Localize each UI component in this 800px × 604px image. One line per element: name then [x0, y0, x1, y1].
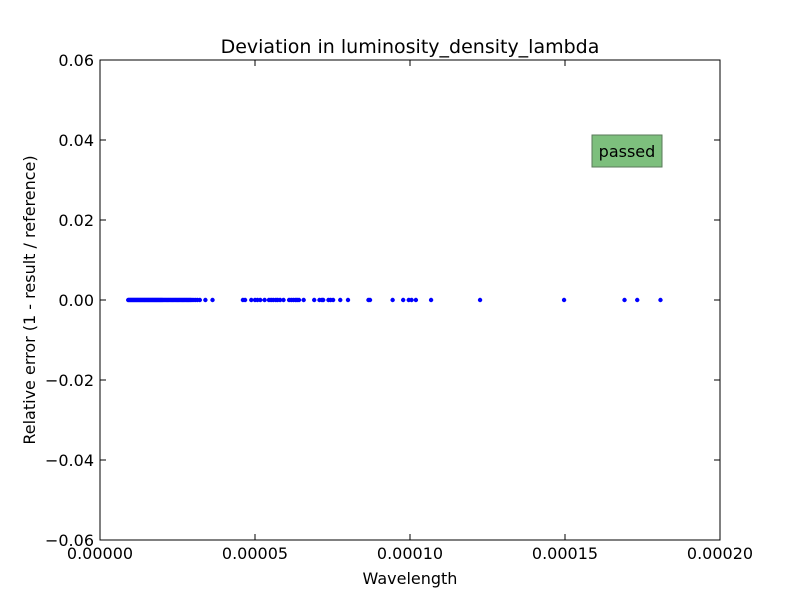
- data-point: [409, 297, 414, 303]
- data-point: [367, 297, 373, 303]
- y-tick-label: −0.02: [45, 371, 94, 390]
- data-point: [658, 297, 663, 303]
- data-point: [428, 297, 434, 303]
- data-point: [330, 297, 336, 303]
- y-tick-label: 0.04: [58, 131, 94, 150]
- data-point: [345, 297, 351, 303]
- data-point: [277, 297, 283, 303]
- data-points: [126, 297, 663, 303]
- data-point: [390, 297, 395, 303]
- axis-tick-labels: 0.00000 0.00005 0.00010 0.00015 0.00020 0.06 0…: [45, 51, 753, 563]
- data-point: [301, 297, 306, 303]
- data-point: [338, 297, 343, 303]
- x-axis-title: Wavelength: [363, 569, 458, 588]
- data-point: [242, 297, 248, 303]
- data-point: [635, 297, 640, 303]
- data-point: [561, 297, 567, 303]
- status-badge-box: [591, 134, 663, 168]
- x-tick-label: 0.00005: [222, 544, 288, 563]
- x-tick-label: 0.00020: [687, 544, 753, 563]
- status-badge: passed: [591, 134, 663, 168]
- data-point: [262, 297, 267, 303]
- x-tick-label: 0.00015: [532, 544, 598, 563]
- data-point: [281, 297, 286, 303]
- data-point: [249, 297, 254, 303]
- data-point: [477, 297, 483, 303]
- y-tick-label: 0.02: [58, 211, 94, 230]
- data-point: [210, 297, 215, 303]
- data-point: [197, 297, 203, 303]
- y-tick-label: 0.00: [58, 291, 94, 310]
- data-point: [258, 297, 263, 303]
- y-tick-label: −0.06: [45, 531, 94, 550]
- chart-title: Deviation in luminosity_density_lambda: [221, 36, 600, 58]
- x-tick-label: 0.00010: [377, 544, 443, 563]
- status-badge-text: passed: [599, 142, 656, 161]
- data-point: [400, 297, 406, 303]
- y-axis-title: Relative error (1 - result / reference): [20, 155, 39, 444]
- y-tick-label: 0.06: [58, 51, 94, 70]
- data-point: [296, 297, 302, 303]
- x-tick-label: 0.00000: [67, 544, 133, 563]
- y-tick-label: −0.04: [45, 451, 94, 470]
- data-point: [622, 297, 627, 303]
- data-point: [203, 297, 208, 303]
- data-point: [413, 297, 419, 303]
- axis-ticks: [99, 59, 721, 541]
- data-point: [321, 297, 326, 303]
- data-point: [312, 297, 317, 303]
